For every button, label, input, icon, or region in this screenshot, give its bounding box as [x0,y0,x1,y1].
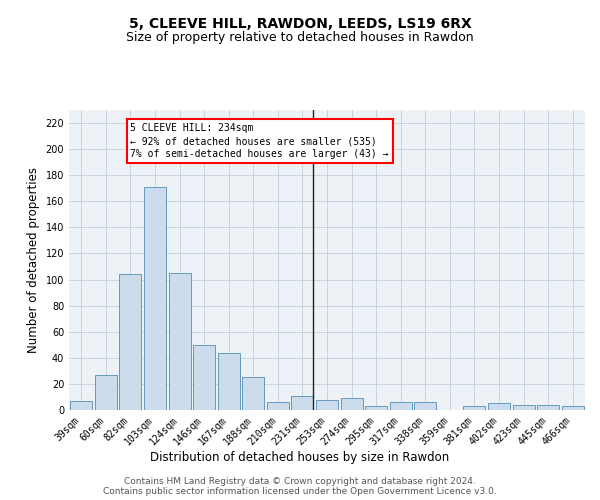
Text: Contains HM Land Registry data © Crown copyright and database right 2024.: Contains HM Land Registry data © Crown c… [124,476,476,486]
Bar [488,404,510,410]
Bar [389,402,412,410]
Bar [70,401,92,410]
Bar [562,406,584,410]
Text: 5 CLEEVE HILL: 234sqm
← 92% of detached houses are smaller (535)
7% of semi-deta: 5 CLEEVE HILL: 234sqm ← 92% of detached … [130,123,389,160]
Bar [292,396,313,410]
Text: Distribution of detached houses by size in Rawdon: Distribution of detached houses by size … [151,451,449,464]
Text: 5, CLEEVE HILL, RAWDON, LEEDS, LS19 6RX: 5, CLEEVE HILL, RAWDON, LEEDS, LS19 6RX [128,18,472,32]
Bar [95,375,117,410]
Bar [512,405,535,410]
Bar [463,406,485,410]
Bar [537,405,559,410]
Bar [169,273,191,410]
Bar [242,378,265,410]
Bar [365,406,387,410]
Bar [119,274,142,410]
Bar [316,400,338,410]
Bar [218,352,240,410]
Bar [414,402,436,410]
Bar [267,402,289,410]
Bar [341,398,362,410]
Bar [144,187,166,410]
Text: Contains public sector information licensed under the Open Government Licence v3: Contains public sector information licen… [103,486,497,496]
Y-axis label: Number of detached properties: Number of detached properties [27,167,40,353]
Bar [193,345,215,410]
Text: Size of property relative to detached houses in Rawdon: Size of property relative to detached ho… [126,31,474,44]
